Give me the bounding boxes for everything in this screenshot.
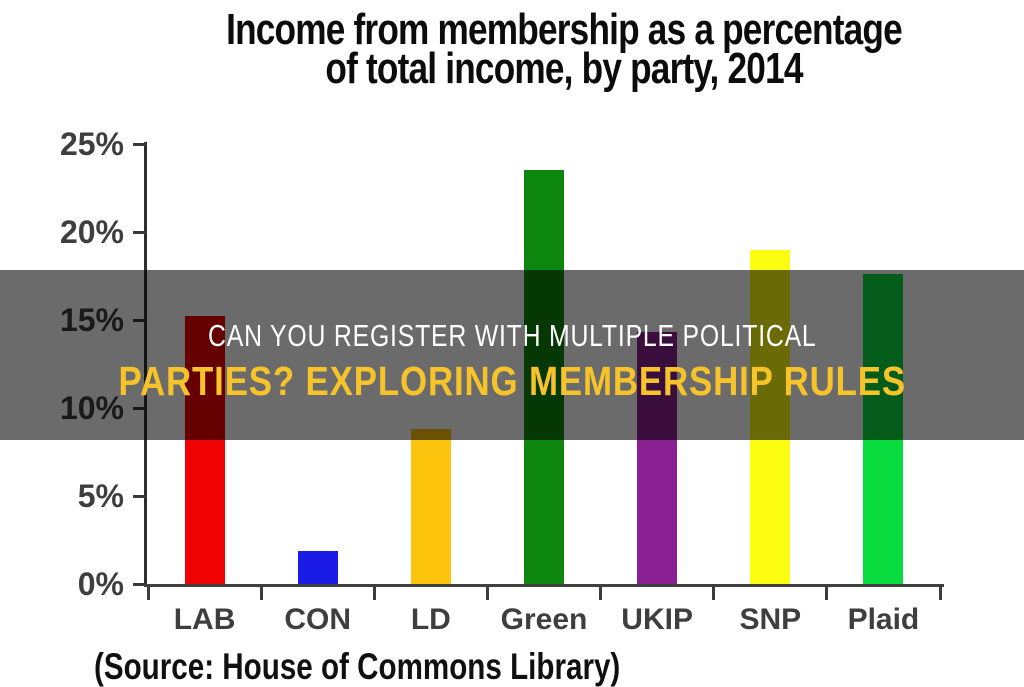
x-tick	[146, 586, 150, 600]
y-tick-label: 20%	[59, 214, 124, 250]
y-tick-label: 25%	[59, 126, 124, 162]
source-note-text: (Source: House of Commons Library)	[94, 646, 621, 687]
x-tick	[372, 586, 376, 600]
x-tick	[259, 586, 263, 600]
source-note: (Source: House of Commons Library)	[94, 646, 620, 687]
x-tick	[599, 586, 603, 600]
bar-con	[297, 550, 338, 584]
y-tick	[133, 495, 146, 498]
y-tick-label: 0%	[77, 566, 124, 602]
headline-row-2: PARTIES? EXPLORING MEMBERSHIP RULES	[0, 358, 1024, 404]
x-tick	[938, 586, 942, 600]
chart-title-line1: Income from membership as a percentage	[226, 5, 903, 54]
y-tick	[133, 143, 146, 146]
y-tick	[133, 231, 146, 234]
y-tick-label: 5%	[77, 478, 124, 514]
x-label-con: CON	[284, 603, 352, 636]
headline-row-1: CAN YOU REGISTER WITH MULTIPLE POLITICAL	[0, 318, 1024, 354]
x-label-ld: LD	[410, 603, 451, 636]
x-tick	[712, 586, 716, 600]
headline-line1: CAN YOU REGISTER WITH MULTIPLE POLITICAL	[207, 318, 817, 353]
headline-line2: PARTIES? EXPLORING MEMBERSHIP RULES	[118, 358, 906, 404]
x-tick	[485, 586, 489, 600]
x-tick	[825, 586, 829, 600]
x-label-green: Green	[500, 603, 588, 636]
headline-banner: CAN YOU REGISTER WITH MULTIPLE POLITICAL…	[0, 270, 1024, 440]
chart-title: Income from membership as a percentage o…	[180, 5, 948, 93]
chart-title-line2: of total income, by party, 2014	[325, 44, 803, 93]
x-label-plaid: Plaid	[847, 603, 920, 636]
x-label-lab: LAB	[173, 603, 236, 636]
bar-ld	[410, 429, 451, 584]
x-axis-line	[145, 584, 944, 587]
x-label-snp: SNP	[739, 603, 802, 636]
y-tick	[133, 583, 146, 586]
x-label-ukip: UKIP	[621, 603, 693, 636]
